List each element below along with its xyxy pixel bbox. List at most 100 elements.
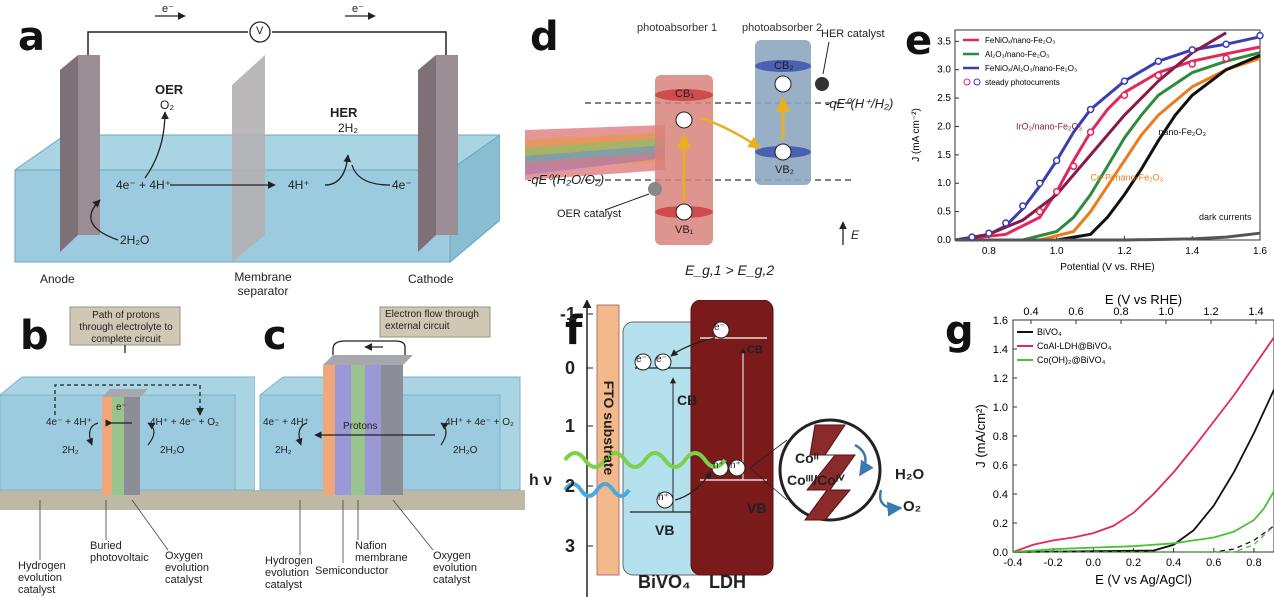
c-oer-catalyst-label: Oxygen evolution catalyst [433,550,478,586]
chart-e-ytick-label: 3.0 [937,65,951,76]
chart-e-legend-label: Al₂O₃/nano-Fe₂O₃ [985,50,1049,59]
panel-e-label: e [905,18,933,64]
fto-label: FTO substrate [601,380,617,476]
chart-e-series-line [1056,54,1261,242]
chart-g-xtick-label: 0.4 [1166,557,1181,569]
c-left-product: 2H₂ [275,445,292,456]
oer-catalyst-particle [648,182,662,196]
chart-g-ytick-label: 1.4 [993,344,1008,356]
electron-2: e⁻ [656,354,667,365]
her-catalyst-label: HER catalyst [821,28,885,40]
oxygen-label: O₂ [903,498,922,515]
oer-label: OER [155,82,184,97]
chart-e-point [1154,71,1163,80]
chart-g-xtick-label: 0.0 [1086,557,1101,569]
fto-substrate [596,304,620,576]
panel-b-diagram [0,306,255,560]
chart-e-point [1154,57,1163,65]
chart-e-annotation: Co-Pi/nano-Fe₂O₃ [1091,172,1164,182]
c-left-reaction: 4e⁻ + 4H⁺ [263,417,309,428]
chart-e-point [1120,77,1129,85]
chart-g-series-line [1013,525,1274,553]
c-nafion-label: Nafion membrane [355,540,408,564]
chart-g-legend-label: CoAl-LDH@BiVO₄ [1037,341,1112,351]
proton-path-callout: Path of protons through electrolyte to c… [79,310,173,345]
membrane-label: Membrane separator [234,270,292,298]
oer-potential: -qE⁰(H₂O/O₂) [527,172,605,187]
chart-g-legend-label: Co(OH)₂@BiVO₄ [1037,355,1106,365]
co-ii-label: Coᴵᴵ [795,450,819,466]
vb2-label: VB₂ [775,164,794,176]
ldh-label: LDH [709,572,746,592]
c-right-product: 2H₂O [453,445,478,456]
chart-e-legend-marker [973,78,981,86]
panel-d: d photoa [525,0,905,300]
panel-f-diagram [563,300,903,597]
chart-g-ytick-label: 1.0 [993,402,1008,414]
chart-g-series-line [1012,490,1274,553]
chart-e-point [1222,40,1230,48]
bivo4-cb-label: CB [677,392,698,408]
chart-g-top-xlabel: E (V vs RHE) [1105,292,1182,307]
c-right-reaction: 4H⁺ + 4e⁻ + O₂ [445,417,514,428]
chart-e-point [1120,91,1129,100]
c-callout-box [379,306,491,338]
chart-e-series-line [955,231,1261,242]
ldh-block [690,300,774,576]
chart-e-ytick-label: 3.5 [937,36,951,47]
electron-1: e⁻ [636,354,647,365]
cathode-reaction: 4e⁻ [392,178,412,192]
chart-e-legend-label: FeNiOₓ/Al₂O₃/nano-Fe₂O₃ [985,64,1077,73]
ytick-2: 2 [565,476,576,496]
chart-e-point [1188,46,1196,54]
chart-g-top-tick-label: 0.6 [1068,306,1083,318]
c-protons: Protons [343,421,378,432]
chart-g-ytick-label: 0.4 [993,489,1008,501]
chart-e-point [1019,202,1027,210]
chart-e-point [1256,31,1264,40]
panel-c: c Electron flow through external circuit… [255,305,525,597]
vb1-label: VB₁ [675,224,694,236]
chart-e-point [1086,128,1095,136]
b-electron: e⁻ [116,402,127,413]
anode-label: Anode [40,272,75,286]
ytick-0: 0 [565,358,576,378]
water-reactant: 2H₂O [120,233,150,247]
electron-flow-callout: Electron flow through external circuit [385,309,479,332]
chart-g-xlabel: E (V vs Ag/AgCl) [1095,572,1192,587]
electron-label-1: e⁻ [162,3,174,15]
chart-g-xtick-label: 0.8 [1246,557,1261,569]
ldh-vb-label: VB [747,500,767,516]
panel-b: b Path of protons through electrolyte to… [0,305,255,597]
chart-e-point [1222,54,1230,63]
her-catalyst-particle [815,77,829,91]
b-right-reaction: 4H⁺ + 4e⁻ + O₂ [150,417,219,428]
chart-e-point [1052,156,1061,165]
oer-product: O₂ [160,98,174,112]
chart-g: -0.4 -0.2 0.0 0.2 0.4 0.6 0.8 0.4 0.6 0.8 1.0 1.2 1.… [973,292,1274,587]
chart-g-ytick-label: 1.6 [993,315,1008,327]
oer-catalyst-layer [124,397,140,495]
chart-e-legend-marker [963,78,971,86]
ytick-neg1: -1 [560,304,577,324]
cathode-plate [418,55,436,252]
chart-g-xtick-label: 0.2 [1126,557,1141,569]
chart-g-ylabel: J (mA/cm²) [973,404,988,468]
chart-e-annotation: dark currents [1199,212,1252,222]
light-label: h ν [529,472,553,489]
her-product: 2H₂ [338,121,358,135]
chart-e-ytick-label: 2.5 [937,93,951,104]
chart-g-ytick-label: 1.2 [993,373,1008,385]
voltmeter-label: V [256,25,264,37]
panel-g: g -0.4 -0.2 0.0 0.2 0.4 0.6 0.8 0.4 0.6 0.8 1.0 1.2… [945,290,1274,597]
c-her-catalyst-label: Hydrogen evolution catalyst [265,555,313,591]
chart-e-point [1188,60,1196,68]
chart-g-xtick-label: 0.6 [1206,557,1221,569]
c-oer-layer [381,365,403,495]
panel-d-label: d [530,14,559,60]
her-potential: -qE⁰(H⁺/H₂) [825,96,894,111]
chart-e-xtick-label: 0.8 [982,246,996,257]
chart-e-ytick-label: 2.0 [937,121,951,132]
chart-e-ytick-label: 0.0 [937,235,951,246]
chart-e-ytick-label: 0.5 [937,207,951,218]
